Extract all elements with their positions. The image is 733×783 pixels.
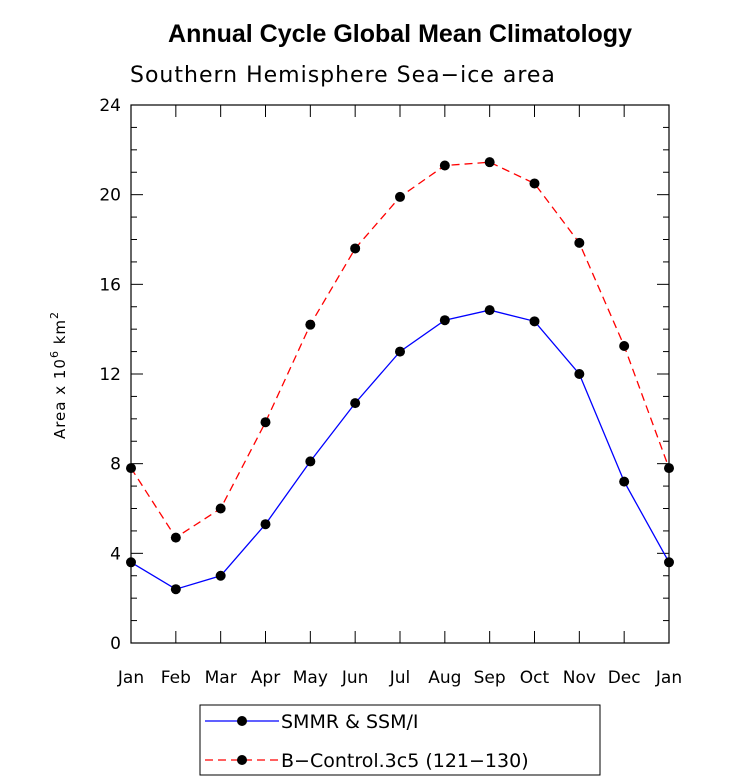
series-1-point (395, 191, 405, 202)
series-0-point (305, 456, 316, 467)
x-tick-label: Jan (117, 668, 144, 688)
chart-subtitle: Southern Hemisphere Sea−ice area (130, 63, 556, 88)
series-1-point (126, 463, 136, 474)
x-tick-label: Feb (161, 668, 191, 688)
series-0-point (215, 570, 226, 581)
x-tick-label: Jun (341, 668, 369, 688)
series-0-point (619, 476, 630, 487)
x-tick-label: Oct (520, 668, 550, 688)
x-tick-label: Apr (251, 668, 280, 688)
x-tick-label: Nov (563, 668, 596, 688)
y-axis-label-unit: km (51, 319, 69, 350)
legend-box (199, 704, 601, 776)
svg-text:Area x 106 km2: Area x 106 km2 (48, 311, 69, 439)
legend-marker-smmr (237, 716, 247, 726)
x-tick-label: Mar (205, 668, 237, 688)
series-1-point (260, 417, 271, 428)
series-1-point (215, 503, 226, 514)
legend-label-smmr: SMMR & SSM/I (281, 711, 418, 733)
y-tick-label: 12 (99, 365, 121, 385)
series-0-point (439, 315, 450, 326)
series-layer (126, 157, 674, 595)
series-0-point (170, 584, 181, 595)
series-0-point (126, 557, 136, 568)
x-tick-label: Aug (428, 668, 461, 688)
series-0-point (350, 398, 361, 409)
series-1-point (484, 157, 495, 168)
y-tick-label: 4 (110, 544, 121, 564)
plot-frame (130, 104, 670, 644)
series-0-point (484, 305, 495, 316)
plot-axes: 0 4 8 12 16 20 24 Jan Feb Mar Apr May Jun Jul Aug Sep Oc… (99, 96, 682, 688)
series-1-point (305, 319, 316, 330)
series-1-point (350, 243, 361, 254)
series-1-point (529, 178, 540, 189)
legend-marker-bcontrol (237, 755, 247, 765)
y-axis-label-exp1: 6 (48, 350, 61, 358)
y-tick-label: 0 (110, 634, 121, 654)
x-tick-label: Jan (655, 668, 682, 688)
series-0-point (260, 519, 271, 530)
series-1-point (170, 532, 181, 543)
series-0-point (664, 557, 674, 568)
x-tick-label: Sep (474, 668, 506, 688)
series-1-point (619, 340, 630, 351)
series-0-point (395, 346, 405, 357)
y-axis-label-base: Area x 10 (51, 358, 69, 439)
y-axis-label-exp2: 2 (48, 311, 61, 319)
y-axis-label: Area x 106 km2 (48, 311, 69, 439)
series-1-point (574, 237, 585, 248)
series-1-point (439, 160, 450, 171)
y-tick-label: 24 (99, 96, 121, 116)
y-tick-label: 16 (99, 275, 121, 295)
x-tick-label: Jul (389, 668, 411, 688)
y-tick-label: 8 (110, 455, 121, 475)
chart-title: Annual Cycle Global Mean Climatology (168, 20, 632, 48)
series-1-point (664, 463, 674, 474)
series-0-point (529, 316, 540, 327)
y-tick-label: 20 (99, 186, 121, 206)
legend-label-bcontrol: B−Control.3c5 (121−130) (281, 750, 529, 772)
x-tick-label: Dec (608, 668, 641, 688)
legend: SMMR & SSM/I B−Control.3c5 (121−130) (199, 704, 601, 776)
x-tick-label: May (293, 668, 328, 688)
series-0-point (574, 369, 585, 379)
